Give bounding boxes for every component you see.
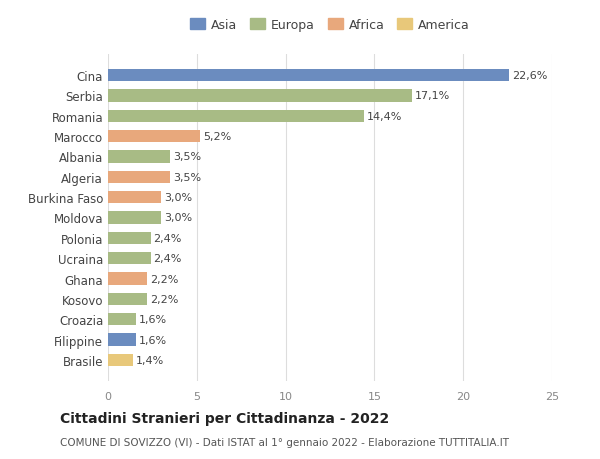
Legend: Asia, Europa, Africa, America: Asia, Europa, Africa, America: [190, 19, 470, 32]
Text: 1,6%: 1,6%: [139, 314, 167, 325]
Text: 2,2%: 2,2%: [150, 274, 178, 284]
Text: 2,2%: 2,2%: [150, 294, 178, 304]
Text: 3,0%: 3,0%: [164, 213, 192, 223]
Text: 1,4%: 1,4%: [136, 355, 164, 365]
Bar: [108, 273, 147, 285]
Text: 1,6%: 1,6%: [139, 335, 167, 345]
Text: 17,1%: 17,1%: [415, 91, 449, 101]
Bar: [108, 90, 412, 102]
Bar: [108, 252, 151, 265]
Text: 2,4%: 2,4%: [153, 233, 182, 243]
Text: 3,5%: 3,5%: [173, 152, 201, 162]
Bar: [108, 70, 509, 82]
Bar: [108, 334, 136, 346]
Bar: [108, 232, 151, 244]
Bar: [108, 131, 200, 143]
Text: 22,6%: 22,6%: [512, 71, 547, 81]
Text: 3,5%: 3,5%: [173, 173, 201, 182]
Bar: [108, 293, 147, 305]
Bar: [108, 212, 161, 224]
Text: 5,2%: 5,2%: [203, 132, 231, 142]
Text: Cittadini Stranieri per Cittadinanza - 2022: Cittadini Stranieri per Cittadinanza - 2…: [60, 411, 389, 425]
Text: 14,4%: 14,4%: [367, 112, 402, 122]
Bar: [108, 313, 136, 325]
Bar: [108, 192, 161, 204]
Text: 2,4%: 2,4%: [153, 254, 182, 263]
Text: COMUNE DI SOVIZZO (VI) - Dati ISTAT al 1° gennaio 2022 - Elaborazione TUTTITALIA: COMUNE DI SOVIZZO (VI) - Dati ISTAT al 1…: [60, 437, 509, 447]
Bar: [108, 151, 170, 163]
Bar: [108, 354, 133, 366]
Bar: [108, 111, 364, 123]
Text: 3,0%: 3,0%: [164, 193, 192, 203]
Bar: [108, 171, 170, 184]
